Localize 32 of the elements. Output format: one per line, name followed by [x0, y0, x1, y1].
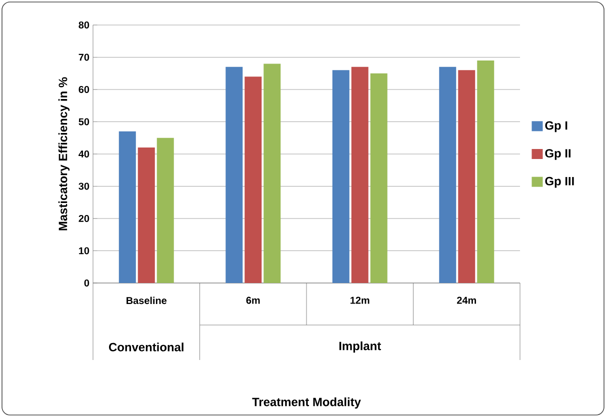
bar	[477, 60, 494, 283]
bar	[264, 64, 281, 283]
y-tick-label: 0	[84, 279, 90, 287]
x-tick-label: 6m	[246, 296, 260, 304]
y-tick-label: 60	[78, 86, 90, 94]
bar	[439, 66, 456, 283]
y-axis-title: Masticatory Efficiency in %	[58, 77, 70, 230]
text: Conventional	[109, 342, 184, 352]
y-tick-label: 50	[78, 118, 90, 126]
y-tick-label: 20	[78, 214, 90, 222]
y-tick-label: 40	[78, 150, 90, 158]
bar	[118, 131, 136, 283]
y-tick-label: 30	[78, 182, 90, 190]
text: Implant	[339, 341, 381, 353]
bar	[370, 73, 388, 283]
y-tick-label: 80	[78, 21, 90, 29]
x-tick-label: 12m	[350, 296, 370, 304]
bar	[226, 66, 243, 283]
x-tick-label: 24m	[457, 296, 476, 304]
text: Treatment Modality	[252, 397, 361, 409]
legend-label: Gp III	[545, 176, 574, 188]
x-tick-label: Baseline	[126, 296, 167, 304]
legend-label: Gp I	[545, 121, 568, 132]
bar	[138, 148, 155, 283]
bar	[244, 76, 262, 283]
bar	[458, 70, 476, 283]
bar	[332, 70, 350, 283]
bar	[156, 138, 174, 283]
bar	[351, 66, 368, 283]
y-tick-label: 70	[78, 54, 90, 61]
y-tick-label: 10	[79, 247, 90, 254]
legend-label: Gp II	[545, 149, 570, 160]
